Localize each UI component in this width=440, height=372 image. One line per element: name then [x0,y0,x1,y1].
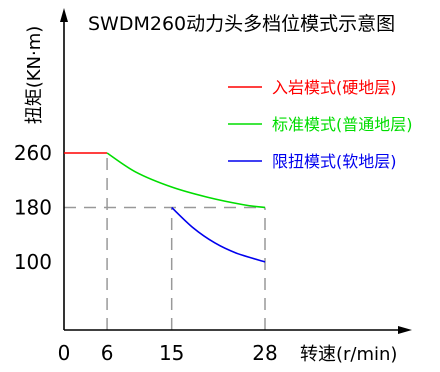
y-tick-label: 100 [14,250,52,274]
y-axis-label: 扭矩(KN·m) [24,26,45,125]
chart-title: SWDM260动力头多档位模式示意图 [88,13,395,35]
legend-label-1: 标准模式(普通地层) [272,115,413,134]
series [64,152,266,263]
x-tick-label: 28 [252,341,277,365]
y-tick-label: 180 [14,195,52,219]
y-tick-label: 260 [14,141,52,165]
legend-label-0: 入岩模式(硬地层) [272,78,397,97]
series-line-1 [106,152,266,209]
x-tick-label: 0 [58,341,71,365]
x-axis-arrow [398,326,412,334]
y-axis-arrow [60,8,68,22]
x-tick-label: 6 [101,341,114,365]
axes [60,8,412,334]
reference-lines [64,153,266,330]
legend: 入岩模式(硬地层) 标准模式(普通地层) 限扭模式(软地层) [228,78,413,171]
x-axis-label: 转速(r/min) [300,344,397,365]
series-line-2 [171,206,266,263]
x-tick-label: 15 [159,341,184,365]
tick-labels: 0 6 15 28 100 180 260 [14,141,278,365]
legend-label-2: 限扭模式(软地层) [272,152,397,171]
